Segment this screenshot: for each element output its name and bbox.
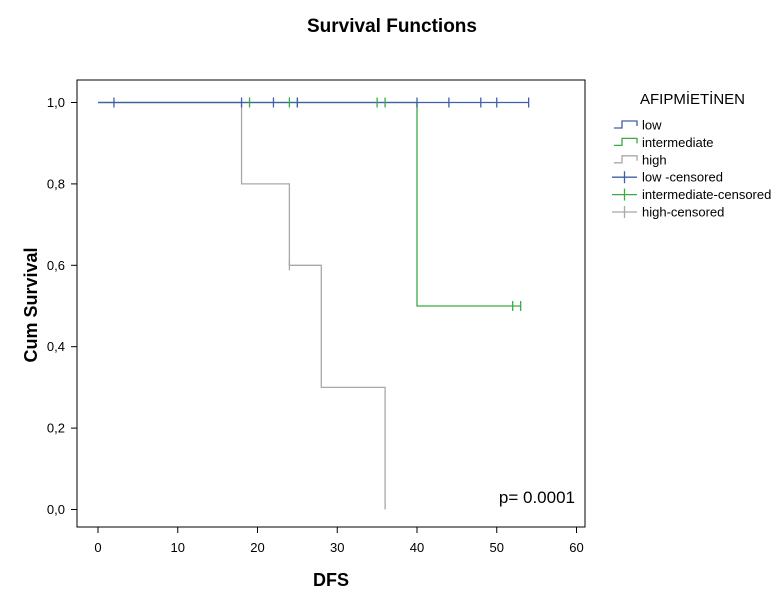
y-tick-label: 0,4 [47, 339, 65, 354]
legend-label: high [642, 152, 667, 167]
x-tick-label: 50 [490, 540, 504, 555]
y-tick-label: 0,2 [47, 421, 65, 436]
legend-label: intermediate [642, 135, 714, 150]
x-axis-title: DFS [313, 570, 349, 590]
y-tick-label: 1,0 [47, 95, 65, 110]
x-tick-label: 60 [569, 540, 583, 555]
x-tick-label: 0 [94, 540, 101, 555]
high-legend-swatch [614, 155, 638, 164]
legend-label: intermediate-censored [642, 187, 771, 202]
p-value-annotation: p= 0.0001 [499, 488, 575, 507]
legend-label: low -censored [642, 170, 723, 185]
low-legend-swatch [614, 120, 638, 129]
legend-title: AFIPMİETİNEN [640, 90, 745, 108]
y-tick-label: 0,0 [47, 502, 65, 517]
y-tick-label: 0,8 [47, 176, 65, 191]
legend-label: low [642, 118, 662, 133]
y-tick-label: 0,6 [47, 258, 65, 273]
chart-title: Survival Functions [307, 16, 477, 37]
intermediate-legend-swatch [614, 137, 638, 147]
x-tick-label: 30 [330, 540, 344, 555]
legend-label: high-censored [642, 205, 724, 220]
plot-frame [76, 79, 586, 528]
x-tick-label: 40 [410, 540, 424, 555]
x-tick-label: 20 [250, 540, 264, 555]
high-survival-line [98, 101, 386, 510]
intermediate-survival-line [98, 101, 521, 307]
x-tick-label: 10 [171, 540, 185, 555]
y-axis-title: Cum Survival [21, 247, 41, 362]
legend: AFIPMİETİNEN low intermediate high low -cen… [612, 90, 771, 220]
